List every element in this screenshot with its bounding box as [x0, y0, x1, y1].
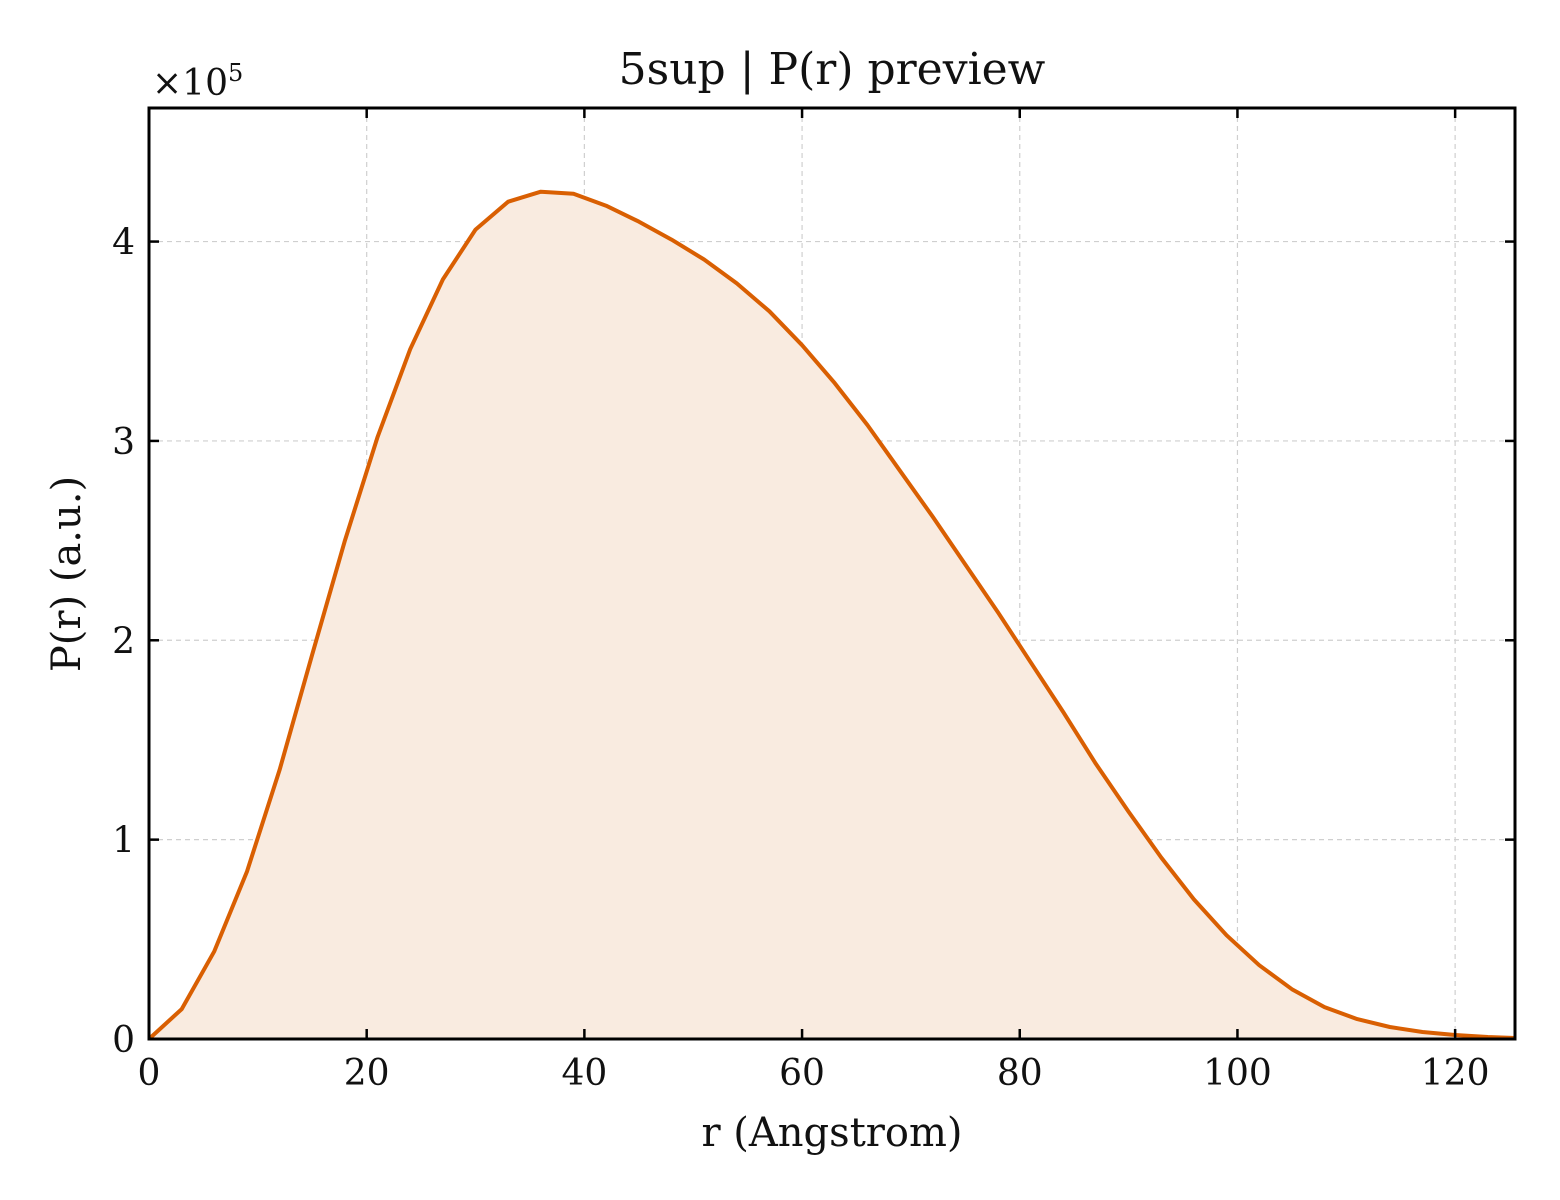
x-tick-label: 120	[1421, 1053, 1490, 1094]
x-tick-label: 80	[997, 1053, 1043, 1094]
chart-title: 5sup | P(r) preview	[619, 44, 1046, 95]
axis-ticks: 0 20 40 60 80 100 120 0 1 2 3 4	[112, 108, 1515, 1094]
y-tick-label: 4	[112, 223, 135, 264]
y-axis-label: P(r) (a.u.)	[44, 476, 90, 672]
y-tick-label: 2	[112, 621, 135, 662]
y-tick-label: 0	[112, 1020, 135, 1061]
y-tick-label: 3	[112, 422, 135, 463]
x-tick-label: 40	[561, 1053, 607, 1094]
x-axis-label: r (Angstrom)	[701, 1110, 962, 1156]
x-tick-label: 0	[138, 1053, 161, 1094]
y-multiplier-base: ×10	[152, 63, 228, 104]
y-multiplier-exponent: 5	[228, 59, 243, 87]
area-fill	[149, 191, 1515, 1039]
plot-frame	[147, 106, 1517, 1041]
y-tick-label: 1	[112, 821, 135, 862]
series-line	[147, 189, 1516, 1041]
y-axis-multiplier: ×105	[152, 59, 243, 104]
x-tick-label: 20	[344, 1053, 390, 1094]
x-tick-label: 60	[779, 1053, 825, 1094]
x-tick-label: 100	[1203, 1053, 1272, 1094]
